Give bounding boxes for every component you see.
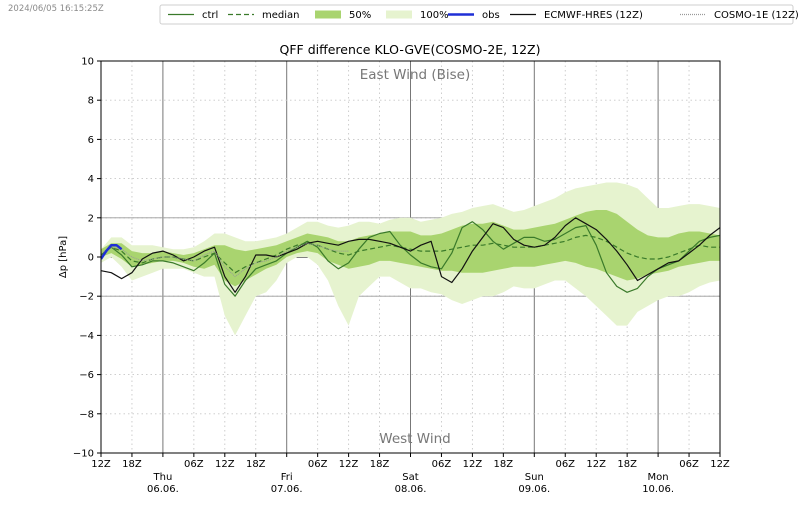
x-tick-label: 08.06. [395,484,427,495]
x-tick-label: 09.06. [518,484,550,495]
x-tick-label: Fri [281,472,293,483]
y-tick-label: 4 [88,174,94,185]
x-tick-label: 12Z [91,459,111,470]
y-tick-label: 6 [88,135,94,146]
x-tick-label: 06Z [555,459,575,470]
series-obs [101,243,123,260]
x-tick-label: 12Z [586,459,606,470]
x-tick-label: 12Z [215,459,235,470]
x-tick-label: 18Z [494,459,514,470]
y-tick-label: −8 [79,409,94,420]
chart-title: QFF difference KLO-GVE(COSMO-2E, 12Z) [280,42,541,57]
y-tick-label: 10 [81,57,94,68]
legend-label: 100% [420,10,449,21]
annotation-east-wind: East Wind (Bise) [360,67,471,83]
x-tick-label: Thu [153,472,173,483]
x-tick-label: 12Z [339,459,359,470]
series-ctrl [101,221,720,297]
x-tick-label: 06Z [679,459,699,470]
series-median [101,234,720,274]
series-ecmwf-hres-12z [101,217,720,293]
x-tick-label: Mon [648,472,669,483]
x-tick-label: 18Z [370,459,390,470]
legend-label: ctrl [202,10,218,21]
x-tick-label: 06.06. [147,484,179,495]
x-tick-label: 18Z [617,459,637,470]
legend-label: median [262,10,300,21]
x-tick-label: 12Z [710,459,730,470]
x-tick-label: 06Z [432,459,452,470]
y-tick-label: 8 [88,96,94,107]
series-cosmo-1e-12z [101,242,349,278]
legend-frame [159,4,794,25]
band-50pct [101,210,720,287]
x-tick-label: 06Z [308,459,328,470]
x-tick-label: Sun [525,472,544,483]
legend: ctrl median 50% 100% obs ECMWF-HRES (12Z) COSM… [159,4,799,25]
annotation-west-wind: West Wind [379,431,450,447]
y-tick-label: −10 [73,449,94,460]
x-tick-label: 10.06. [642,484,674,495]
series-group [101,182,720,336]
x-tick-label: 18Z [246,459,266,470]
x-tick-label: 06Z [184,459,204,470]
legend-swatch [315,10,341,19]
legend-swatch [386,10,412,19]
x-tick-label: 07.06. [271,484,303,495]
x-tick-label: Sat [402,472,418,483]
legend-label: ECMWF-HRES (12Z) [544,10,643,21]
y-tick-label: 0 [88,253,94,264]
y-tick-label: −6 [79,370,94,381]
y-tick-label: −4 [79,331,94,342]
y-tick-label: −2 [79,292,94,303]
y-tick-label: 2 [88,213,94,224]
y-axis-label: Δp [hPa] [58,236,69,278]
x-tick-label: 18Z [122,459,142,470]
legend-label: COSMO-1E (12Z) [714,10,799,21]
x-tick-label: 12Z [463,459,483,470]
legend-label: obs [482,10,500,21]
legend-label: 50% [349,10,371,21]
timestamp: 2024/06/05 16:15:25Z [8,4,104,14]
